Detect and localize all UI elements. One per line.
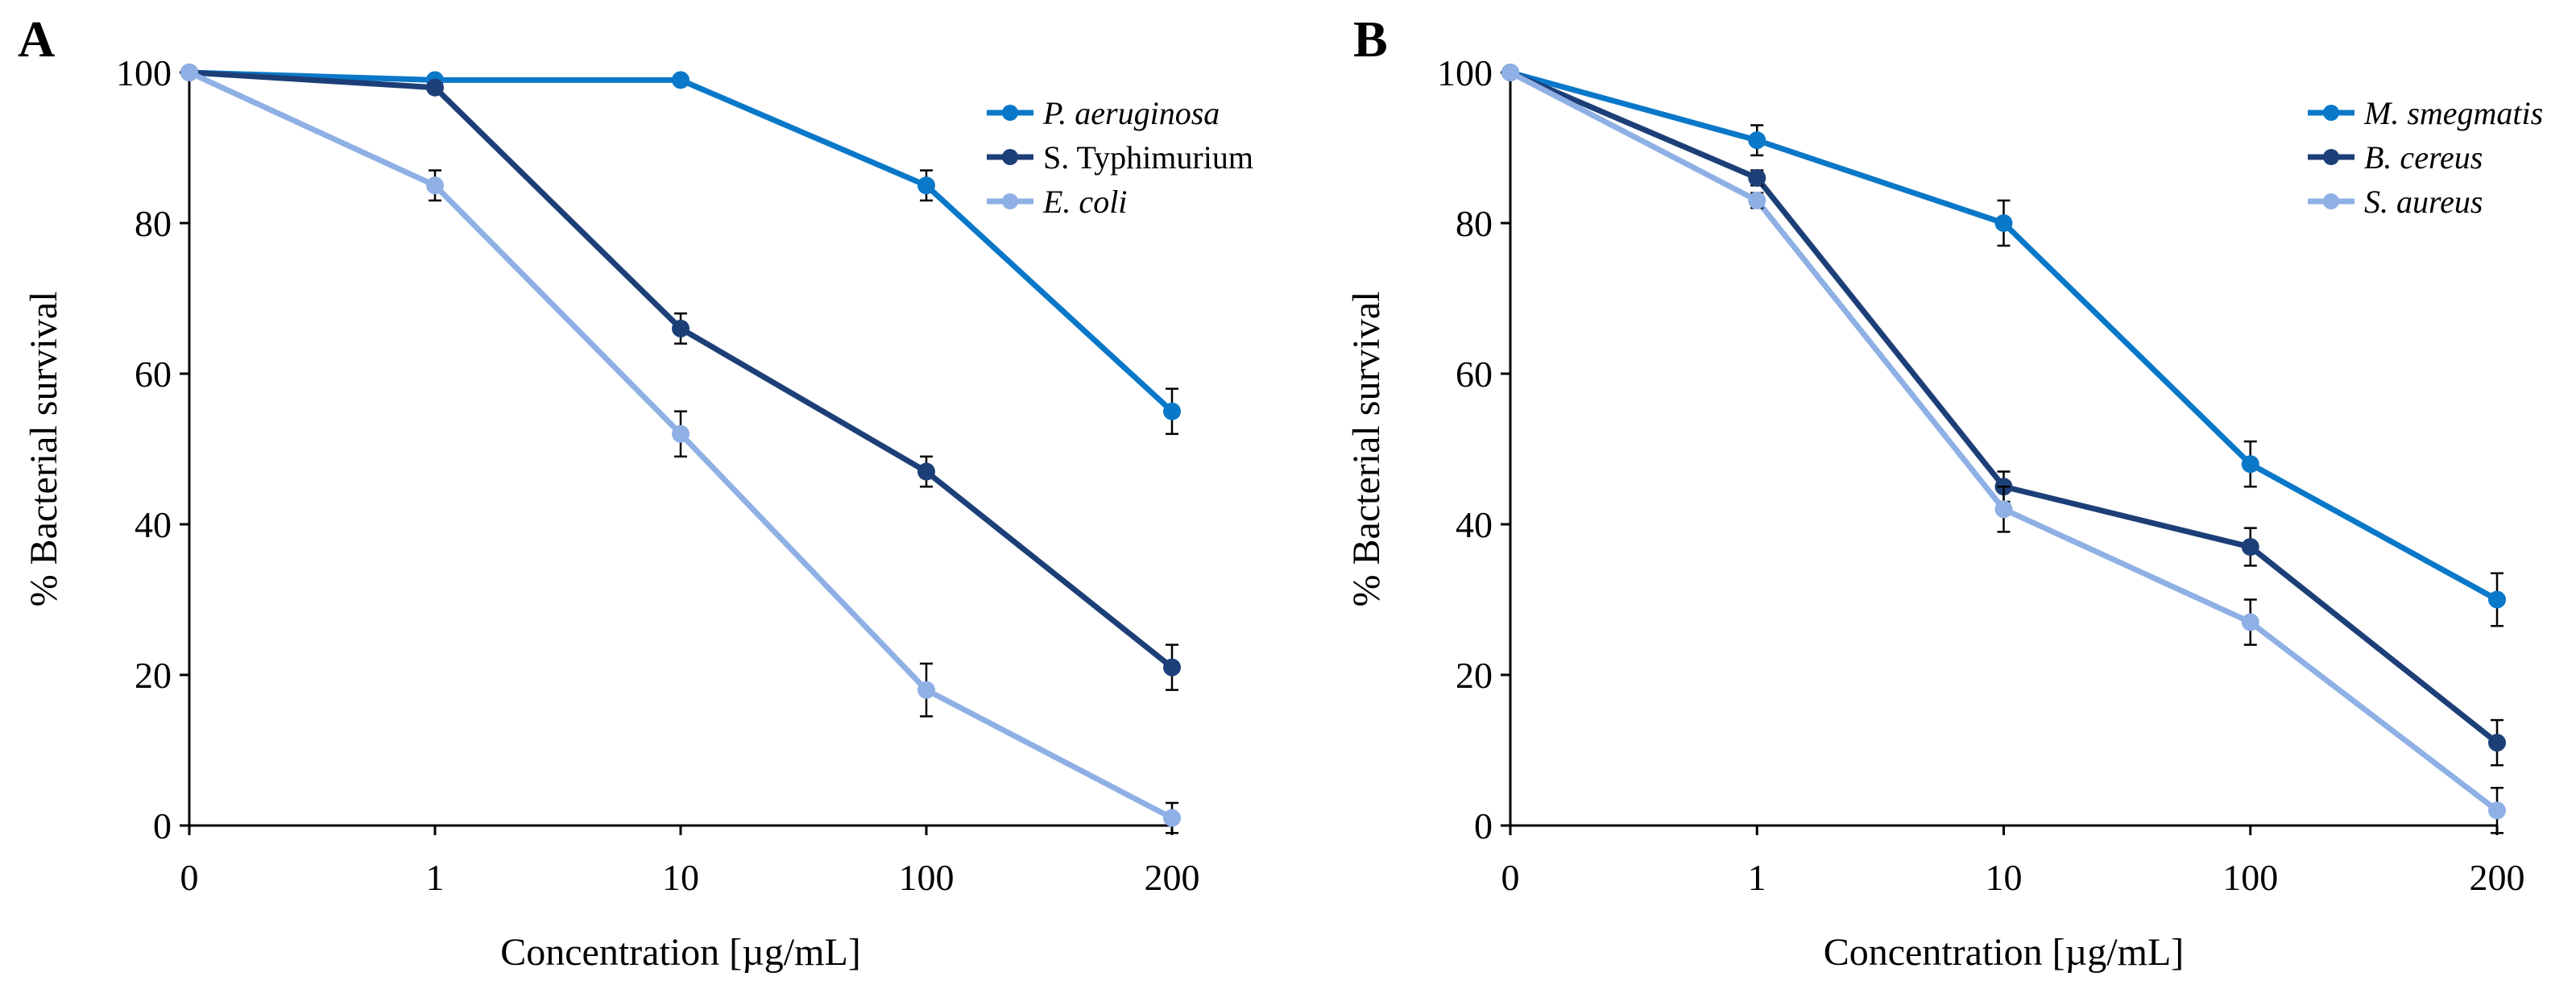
data-point [917, 462, 935, 481]
legend-entry-label: E. coli [1042, 184, 1127, 220]
legend-swatch-marker [2323, 193, 2339, 209]
data-point [1163, 658, 1181, 677]
data-point [1501, 64, 1519, 81]
data-point [917, 176, 935, 195]
panel-letter: A [18, 10, 55, 68]
y-tick-label: 60 [135, 354, 172, 395]
data-point [672, 319, 690, 337]
data-point [917, 681, 935, 699]
x-tick-label: 1 [1748, 857, 1766, 898]
data-point [180, 64, 198, 81]
data-point [2241, 613, 2259, 631]
data-point [1163, 809, 1181, 827]
data-point [426, 176, 444, 195]
data-point [2488, 734, 2506, 752]
data-point [2241, 455, 2259, 474]
legend: P. aeruginosa S. Typhimurium E. coli [987, 95, 1253, 220]
legend-swatch-marker [2323, 149, 2339, 165]
data-point [1748, 168, 1766, 187]
series-line [1509, 69, 2499, 745]
data-point [2241, 538, 2259, 557]
data-point [1748, 131, 1766, 150]
legend-swatch-marker [1002, 149, 1018, 165]
y-tick-label: 100 [1437, 52, 1493, 93]
series-line [188, 69, 1174, 414]
x-tick-label: 200 [1145, 857, 1200, 898]
x-tick-label: 100 [2222, 857, 2278, 898]
legend-swatch-marker [1002, 105, 1018, 121]
y-tick-label: 80 [135, 203, 172, 244]
legend-entry-label: B. cereus [2364, 139, 2483, 176]
data-point [1163, 402, 1181, 420]
chart-panel-b: B 0 20 40 60 80 100 0 1 10 100 200 Concentration [µg… [1345, 10, 2543, 974]
chart-panel-a: A 0 20 40 60 80 100 0 1 10 100 200 Concentration [µg… [18, 10, 1253, 974]
x-tick-label: 10 [1986, 857, 2023, 898]
data-point [426, 78, 444, 97]
series-line [1509, 69, 2499, 813]
legend-swatch-marker [2323, 105, 2339, 121]
series-line [188, 69, 1174, 670]
x-tick-label: 0 [1501, 857, 1520, 898]
y-axis-title: % Bacterial survival [1345, 292, 1388, 607]
data-point [1994, 500, 2013, 519]
legend-entry-label: S. aureus [2364, 184, 2483, 220]
data-point [1994, 214, 2013, 232]
y-tick-label: 20 [135, 655, 172, 696]
series-e-coli [180, 64, 1181, 834]
data-point [672, 424, 690, 443]
y-axis-title: % Bacterial survival [23, 292, 65, 607]
y-tick-label: 60 [1456, 354, 1493, 395]
legend: M. smegmatis B. cereus S. aureus [2308, 95, 2543, 220]
x-tick-label: 0 [180, 857, 199, 898]
x-tick-label: 1 [426, 857, 445, 898]
y-tick-label: 80 [1456, 203, 1493, 244]
y-tick-label: 100 [116, 52, 172, 93]
data-point [1748, 191, 1766, 209]
series-b-cereus [1501, 64, 2506, 767]
legend-entry-label: P. aeruginosa [1042, 95, 1220, 131]
panel-letter: B [1353, 10, 1388, 68]
data-point [672, 71, 690, 89]
x-tick-label: 100 [899, 857, 955, 898]
x-axis-title: Concentration [µg/mL] [1824, 931, 2185, 974]
x-axis-title: Concentration [µg/mL] [500, 931, 861, 974]
legend-entry-label: S. Typhimurium [1043, 139, 1253, 176]
x-tick-label: 200 [2470, 857, 2525, 898]
series-p-aeruginosa [180, 64, 1181, 436]
data-point [2488, 590, 2506, 609]
x-tick-label: 10 [662, 857, 699, 898]
series-s-aureus [1501, 64, 2506, 834]
y-tick-label: 0 [153, 805, 172, 846]
legend-swatch-marker [1002, 193, 1018, 209]
y-tick-label: 0 [1474, 805, 1493, 846]
y-tick-label: 40 [1456, 504, 1493, 545]
data-point [2488, 801, 2506, 820]
legend-entry-label: M. smegmatis [2363, 95, 2543, 131]
y-tick-label: 40 [135, 504, 172, 545]
y-tick-label: 20 [1456, 655, 1493, 696]
